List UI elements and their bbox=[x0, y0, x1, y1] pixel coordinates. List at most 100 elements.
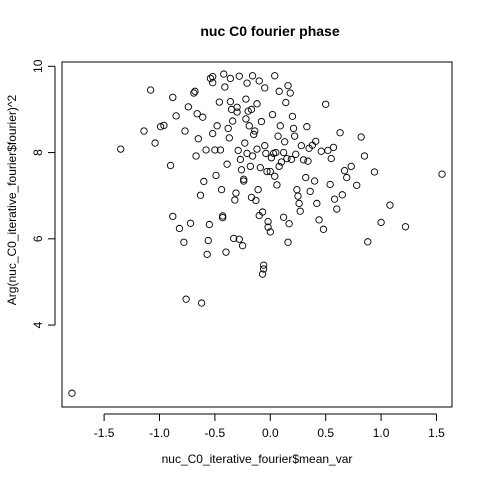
data-point bbox=[288, 112, 297, 120]
data-points bbox=[68, 70, 446, 397]
data-point bbox=[264, 223, 272, 231]
data-point bbox=[216, 146, 225, 154]
data-point bbox=[330, 195, 339, 203]
y-tick-label: 10 bbox=[31, 59, 45, 73]
x-tick-label: 1.0 bbox=[373, 426, 390, 440]
data-point bbox=[370, 168, 379, 176]
data-point bbox=[209, 73, 217, 81]
data-point bbox=[279, 148, 288, 157]
data-point bbox=[226, 98, 235, 106]
data-point bbox=[235, 72, 243, 80]
data-point bbox=[271, 172, 279, 180]
data-point bbox=[68, 389, 76, 397]
data-point bbox=[232, 189, 240, 197]
data-point bbox=[236, 155, 245, 164]
y-axis: 4 6 8 10 bbox=[31, 59, 56, 328]
data-point bbox=[347, 162, 355, 171]
data-point bbox=[234, 146, 242, 155]
data-point bbox=[284, 238, 292, 246]
plot-frame bbox=[61, 61, 453, 408]
data-point bbox=[222, 248, 230, 256]
data-point bbox=[184, 103, 192, 111]
data-point bbox=[258, 270, 267, 278]
x-tick-label: -0.5 bbox=[205, 426, 226, 440]
data-point bbox=[190, 89, 198, 97]
data-point bbox=[285, 220, 293, 228]
data-point bbox=[204, 236, 212, 245]
data-point bbox=[253, 145, 261, 153]
data-point bbox=[312, 137, 320, 146]
data-point bbox=[296, 207, 304, 215]
data-point bbox=[248, 72, 257, 80]
data-point bbox=[220, 70, 228, 78]
data-point bbox=[250, 130, 258, 139]
data-point bbox=[203, 250, 211, 258]
data-point bbox=[357, 133, 365, 141]
data-point bbox=[283, 154, 291, 163]
data-point bbox=[353, 181, 361, 189]
data-point bbox=[329, 143, 338, 152]
data-point bbox=[223, 160, 231, 168]
data-point bbox=[209, 129, 217, 138]
data-point bbox=[310, 177, 319, 185]
data-point bbox=[275, 162, 283, 171]
data-point bbox=[245, 122, 253, 130]
data-point bbox=[175, 224, 184, 233]
data-point bbox=[254, 185, 262, 194]
data-point bbox=[246, 162, 255, 171]
data-point bbox=[258, 208, 267, 216]
data-point bbox=[197, 299, 206, 307]
data-point bbox=[338, 191, 346, 199]
data-point bbox=[274, 132, 282, 140]
data-point bbox=[302, 173, 310, 182]
data-point bbox=[252, 196, 260, 205]
x-axis: -1.5 -1.0 -0.5 0.0 0.5 1.0 1.5 bbox=[94, 413, 445, 440]
data-point bbox=[202, 146, 210, 154]
data-point bbox=[294, 192, 302, 200]
data-point bbox=[193, 110, 201, 118]
x-tick-label: 0.0 bbox=[262, 426, 279, 440]
data-point bbox=[233, 108, 241, 116]
data-point bbox=[268, 110, 277, 119]
data-point bbox=[282, 98, 290, 107]
data-point bbox=[247, 105, 256, 114]
data-point bbox=[303, 123, 311, 131]
data-point bbox=[211, 146, 219, 154]
data-point bbox=[172, 112, 180, 120]
data-point bbox=[297, 142, 305, 150]
data-point bbox=[213, 122, 221, 130]
chart-title: nuc C0 fourier phase bbox=[200, 23, 339, 39]
data-point bbox=[217, 185, 226, 194]
data-point bbox=[233, 103, 241, 111]
data-point bbox=[241, 139, 249, 147]
data-point bbox=[287, 155, 295, 164]
data-point bbox=[327, 154, 335, 163]
data-point bbox=[360, 152, 369, 160]
y-axis-label: Arg(nuc_C0_iterative_fourier$fourier)^2 bbox=[5, 94, 19, 305]
data-point bbox=[247, 193, 256, 202]
data-point bbox=[230, 234, 238, 243]
data-point bbox=[206, 74, 215, 83]
data-point bbox=[166, 161, 175, 170]
data-point bbox=[315, 216, 323, 224]
data-point bbox=[255, 77, 263, 85]
data-point bbox=[156, 123, 165, 131]
x-tick-label: 0.5 bbox=[317, 426, 334, 440]
data-point bbox=[146, 86, 155, 94]
data-point bbox=[228, 117, 237, 125]
data-point bbox=[295, 199, 303, 208]
data-point bbox=[224, 124, 232, 133]
data-point bbox=[212, 171, 220, 180]
data-point bbox=[263, 167, 271, 176]
data-point bbox=[238, 242, 247, 250]
data-point bbox=[200, 177, 208, 186]
data-point bbox=[304, 157, 312, 165]
data-point bbox=[186, 219, 195, 227]
data-point bbox=[117, 145, 125, 153]
data-point bbox=[242, 95, 250, 103]
y-tick-label: 6 bbox=[31, 235, 45, 242]
data-point bbox=[336, 129, 344, 137]
data-point bbox=[243, 79, 251, 87]
data-point bbox=[289, 124, 298, 133]
data-point bbox=[377, 218, 385, 227]
